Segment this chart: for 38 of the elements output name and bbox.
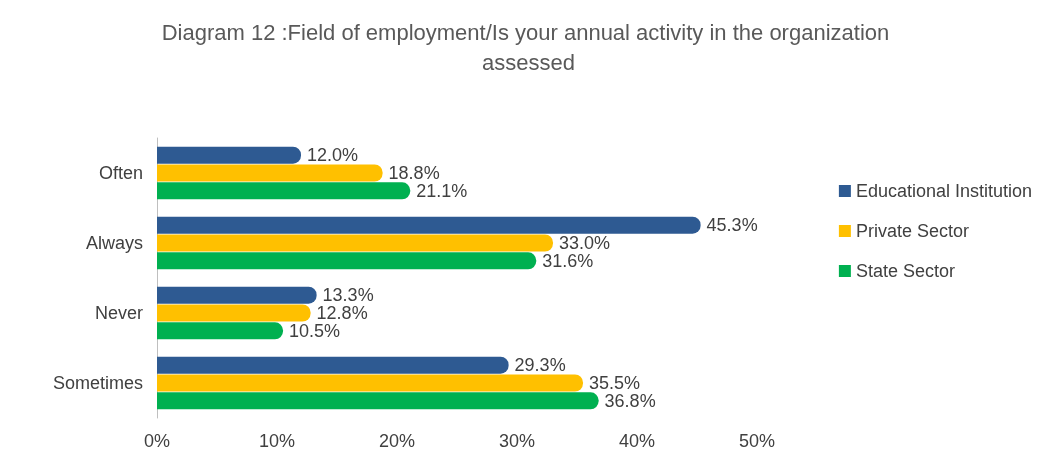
x-tick-label: 10% bbox=[258, 431, 296, 451]
bar bbox=[157, 146, 301, 164]
y-tick-label: Never bbox=[94, 303, 143, 323]
bar bbox=[157, 374, 583, 392]
bar bbox=[157, 392, 599, 410]
bar bbox=[157, 322, 283, 340]
data-label: 35.5% bbox=[589, 373, 641, 393]
y-tick-label: Often bbox=[98, 163, 143, 183]
bar bbox=[157, 286, 317, 304]
bar bbox=[157, 182, 411, 200]
x-tick-label: 30% bbox=[498, 431, 536, 451]
x-tick-label: 40% bbox=[618, 431, 656, 451]
x-tick-label: 20% bbox=[378, 431, 416, 451]
chart-title: Diagram 12 :Field of employment/Is your annual activity in the organization assessed bbox=[161, 19, 896, 75]
data-label: 10.5% bbox=[289, 320, 341, 341]
legend-label: Educational Institution bbox=[855, 181, 1033, 201]
data-label: 45.3% bbox=[706, 215, 758, 236]
data-label: 36.8% bbox=[604, 390, 656, 411]
data-label: 13.3% bbox=[322, 285, 374, 306]
bar bbox=[157, 234, 553, 252]
data-label: 18.8% bbox=[388, 163, 440, 183]
bar bbox=[157, 356, 509, 374]
bar bbox=[157, 164, 383, 182]
bar bbox=[157, 304, 311, 322]
data-label: 12.0% bbox=[307, 145, 359, 166]
x-tick-label: 50% bbox=[738, 431, 776, 451]
legend-label: Private Sector bbox=[855, 221, 969, 241]
bar bbox=[157, 216, 701, 234]
legend-label: State Sector bbox=[855, 261, 955, 281]
data-label: 21.1% bbox=[416, 180, 468, 201]
y-tick-label: Always bbox=[85, 233, 143, 253]
data-label: 31.6% bbox=[542, 250, 594, 271]
data-label: 33.0% bbox=[559, 233, 611, 253]
bar bbox=[157, 252, 537, 270]
x-tick-label: 0% bbox=[143, 431, 171, 451]
data-label: 29.3% bbox=[514, 355, 566, 376]
y-tick-label: Sometimes bbox=[52, 373, 143, 393]
data-label: 12.8% bbox=[316, 303, 368, 323]
